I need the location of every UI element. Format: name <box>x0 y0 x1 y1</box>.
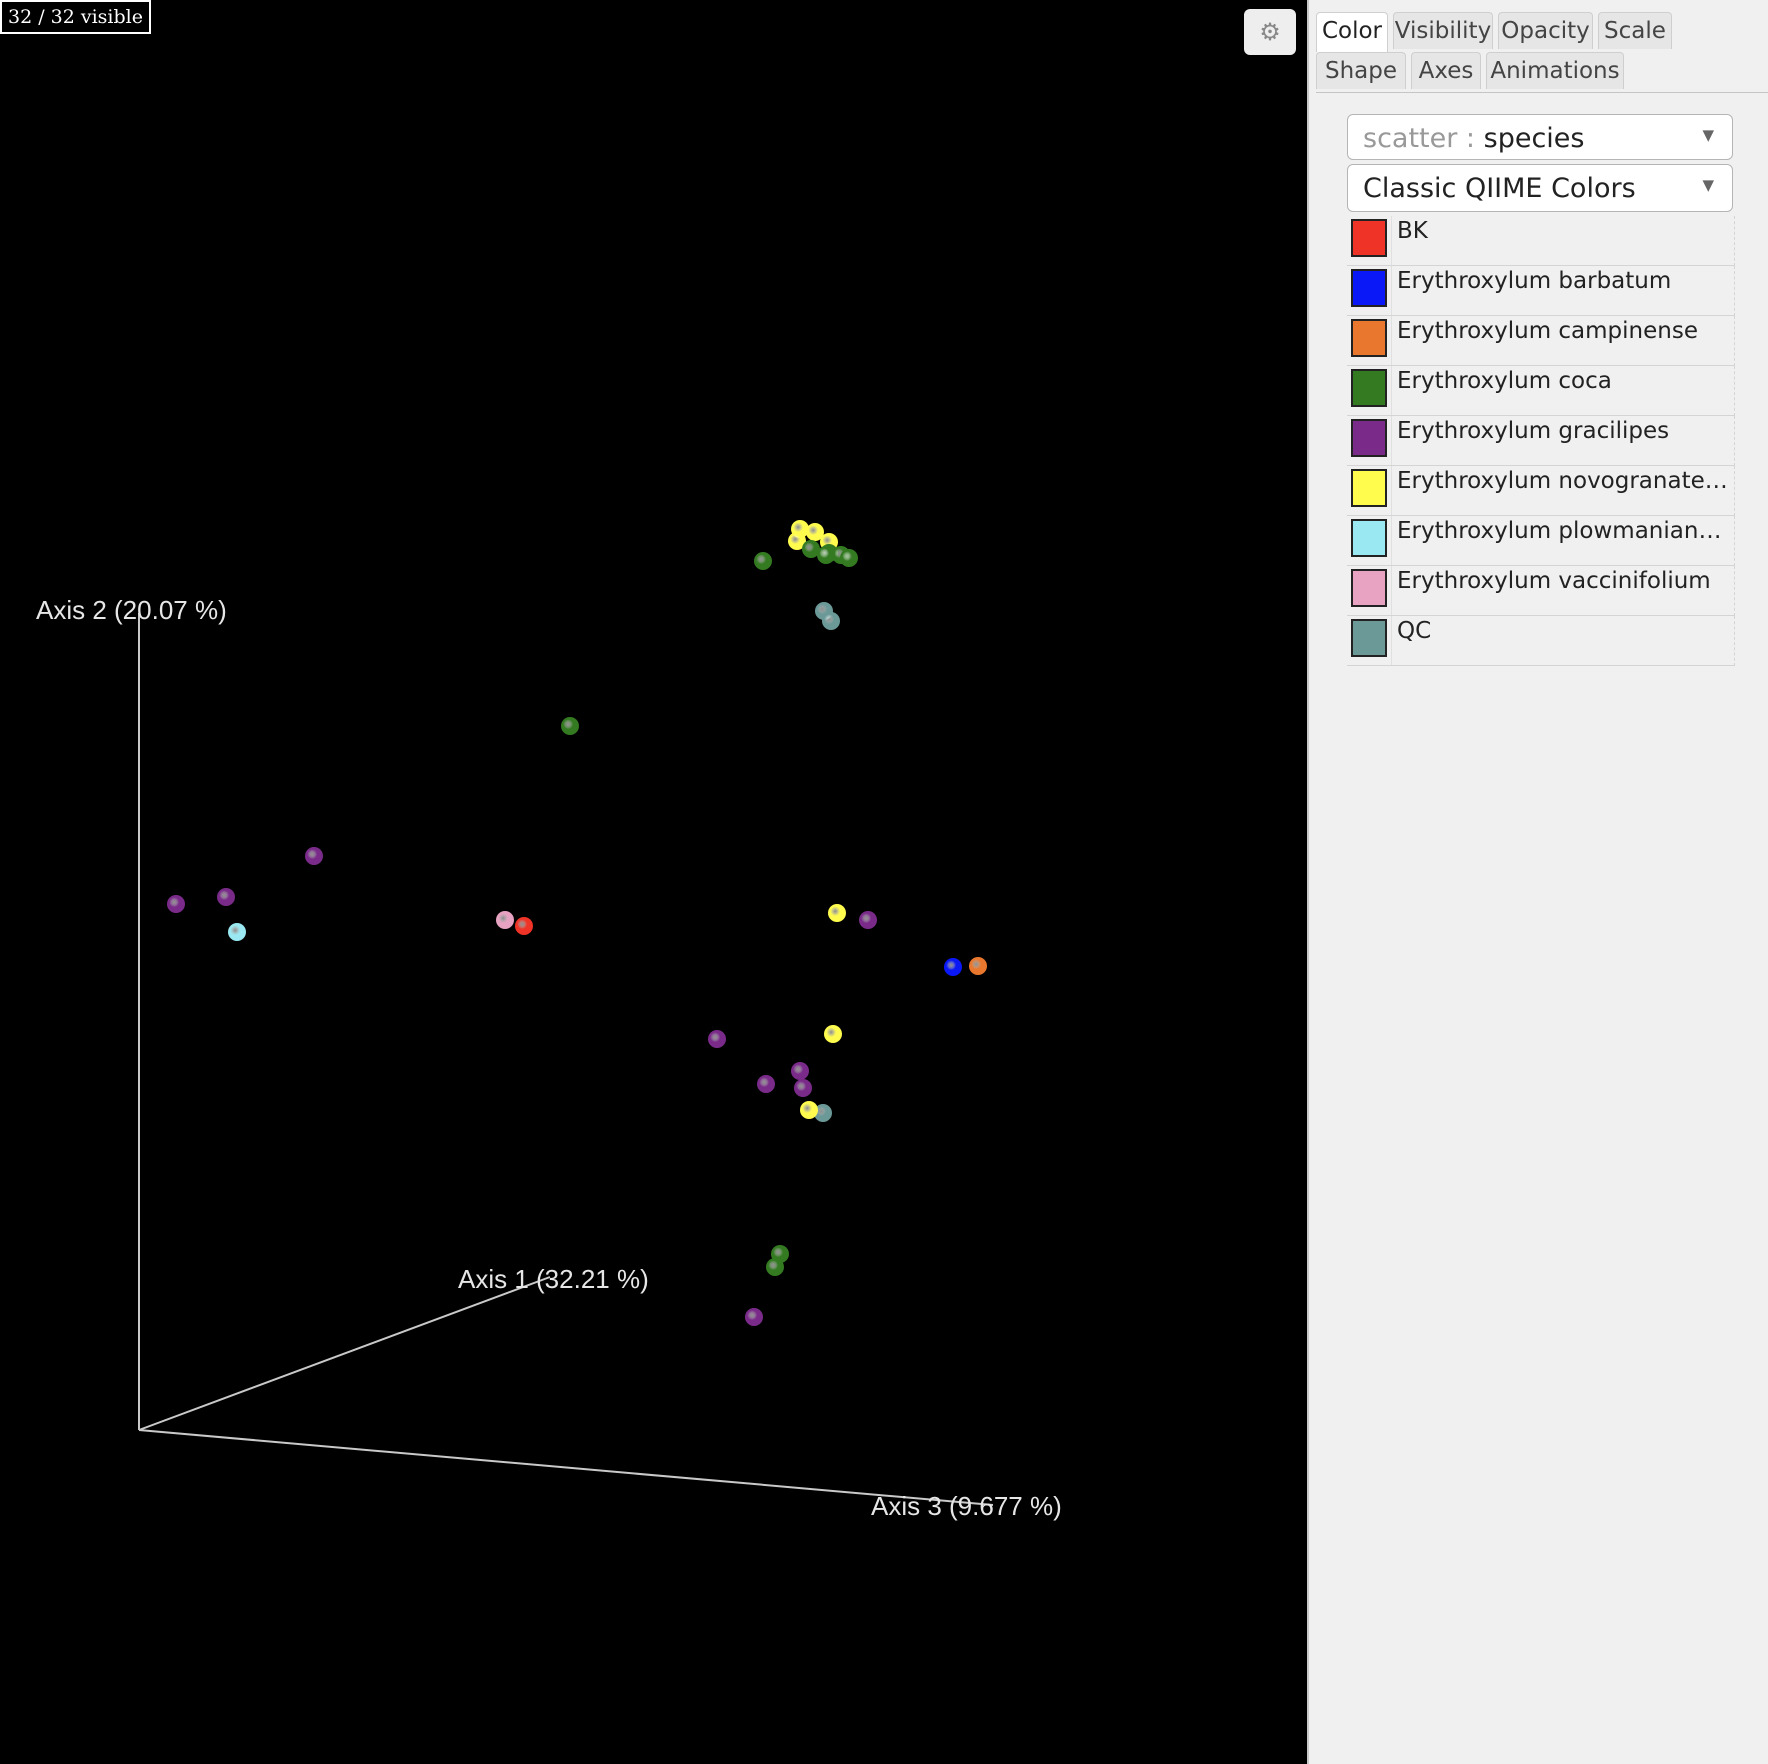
legend-item: Erythroxylum barbatum <box>1347 266 1735 316</box>
legend-label: Erythroxylum gracilipes <box>1397 418 1670 444</box>
colormap-select-value: Classic QIIME Colors <box>1363 173 1636 204</box>
legend-separator <box>1391 216 1392 265</box>
sample-point[interactable] <box>766 1258 784 1276</box>
sample-point[interactable] <box>228 923 246 941</box>
tab-shape[interactable]: Shape <box>1316 52 1406 89</box>
sample-point[interactable] <box>496 911 514 929</box>
sample-point[interactable] <box>754 552 772 570</box>
gear-icon: ⚙ <box>1259 18 1281 46</box>
tab-visibility[interactable]: Visibility <box>1393 12 1493 49</box>
sample-point[interactable] <box>840 549 858 567</box>
legend-item: Erythroxylum vaccinifolium <box>1347 566 1735 616</box>
legend-label: Erythroxylum campinense <box>1397 318 1698 344</box>
axis-label-1: Axis 1 (32.21 %) <box>458 1264 649 1294</box>
sample-point[interactable] <box>708 1030 726 1048</box>
legend-item: QC <box>1347 616 1735 666</box>
legend-separator <box>1391 266 1392 315</box>
color-swatch[interactable] <box>1351 269 1387 307</box>
legend-label: Erythroxylum vaccinifolium <box>1397 568 1711 594</box>
tab-opacity[interactable]: Opacity <box>1498 12 1593 49</box>
legend-item: Erythroxylum novogranaten... <box>1347 466 1735 516</box>
legend-item: BK <box>1347 216 1735 266</box>
legend-item: Erythroxylum gracilipes <box>1347 416 1735 466</box>
sample-points[interactable] <box>167 520 987 1326</box>
sample-point[interactable] <box>822 612 840 630</box>
axis-label-2: Axis 2 (20.07 %) <box>36 595 227 625</box>
tab-axes[interactable]: Axes <box>1411 52 1481 89</box>
legend-label: Erythroxylum novogranaten... <box>1397 468 1732 494</box>
axis-label-3: Axis 3 (9.677 %) <box>871 1491 1062 1521</box>
sample-point[interactable] <box>305 847 323 865</box>
axis-labels: Axis 1 (32.21 %) Axis 2 (20.07 %) Axis 3 (… <box>36 595 1062 1521</box>
color-swatch[interactable] <box>1351 219 1387 257</box>
legend-separator <box>1391 566 1392 615</box>
legend-label: QC <box>1397 618 1432 644</box>
sample-point[interactable] <box>800 1101 818 1119</box>
color-swatch[interactable] <box>1351 469 1387 507</box>
color-swatch[interactable] <box>1351 319 1387 357</box>
legend-item: Erythroxylum plowmanianum <box>1347 516 1735 566</box>
axis-line-1 <box>138 1276 551 1431</box>
side-panel: Color Visibility Opacity Scale Shape Axes Anim… <box>1309 0 1768 1764</box>
tab-bar: Color Visibility Opacity Scale Shape Axes Anim… <box>1316 6 1768 93</box>
sample-point[interactable] <box>794 1079 812 1097</box>
sample-point[interactable] <box>788 532 806 550</box>
category-select-value: species <box>1483 123 1585 154</box>
color-swatch[interactable] <box>1351 619 1387 657</box>
sample-point[interactable] <box>802 540 820 558</box>
sample-point[interactable] <box>217 888 235 906</box>
sample-point[interactable] <box>828 904 846 922</box>
legend-separator <box>1391 316 1392 365</box>
settings-button[interactable]: ⚙ <box>1244 9 1296 55</box>
category-select-prefix: scatter : <box>1363 123 1476 154</box>
legend-label: Erythroxylum coca <box>1397 368 1612 394</box>
axes-lines <box>138 613 994 1506</box>
sample-point[interactable] <box>806 523 824 541</box>
tab-scale[interactable]: Scale <box>1598 12 1672 49</box>
panel-divider[interactable] <box>1307 0 1309 1764</box>
legend-separator <box>1391 466 1392 515</box>
legend-separator <box>1391 516 1392 565</box>
sample-point[interactable] <box>944 958 962 976</box>
sample-point[interactable] <box>757 1075 775 1093</box>
chevron-down-icon: ▼ <box>1702 126 1714 144</box>
color-legend: BK Erythroxylum barbatum Erythroxylum camp… <box>1347 216 1735 666</box>
color-swatch[interactable] <box>1351 369 1387 407</box>
visible-count-label: 32 / 32 visible <box>0 0 151 34</box>
axis-line-3 <box>138 1429 994 1506</box>
sample-point[interactable] <box>824 1025 842 1043</box>
sample-point[interactable] <box>817 546 835 564</box>
scatter-3d-plot[interactable]: Axis 1 (32.21 %) Axis 2 (20.07 %) Axis 3 (… <box>0 0 1307 1764</box>
legend-item: Erythroxylum campinense <box>1347 316 1735 366</box>
sample-point[interactable] <box>167 895 185 913</box>
sample-point[interactable] <box>859 911 877 929</box>
sample-point[interactable] <box>515 917 533 935</box>
sample-point[interactable] <box>561 717 579 735</box>
legend-item: Erythroxylum coca <box>1347 366 1735 416</box>
tab-animations[interactable]: Animations <box>1486 52 1624 89</box>
legend-separator <box>1391 616 1392 665</box>
color-swatch[interactable] <box>1351 519 1387 557</box>
legend-label: Erythroxylum barbatum <box>1397 268 1672 294</box>
sample-point[interactable] <box>969 957 987 975</box>
legend-label: Erythroxylum plowmanianum <box>1397 518 1732 544</box>
plot-viewer[interactable]: Axis 1 (32.21 %) Axis 2 (20.07 %) Axis 3 (… <box>0 0 1307 1764</box>
legend-separator <box>1391 366 1392 415</box>
sample-point[interactable] <box>745 1308 763 1326</box>
colormap-select[interactable]: Classic QIIME Colors ▼ <box>1347 164 1733 212</box>
tab-color[interactable]: Color <box>1316 12 1388 52</box>
color-swatch[interactable] <box>1351 419 1387 457</box>
legend-separator <box>1391 416 1392 465</box>
sample-point[interactable] <box>814 1104 832 1122</box>
category-select[interactable]: scatter : species ▼ <box>1347 114 1733 160</box>
legend-label: BK <box>1397 218 1428 244</box>
chevron-down-icon: ▼ <box>1702 176 1714 194</box>
sample-point[interactable] <box>791 1062 809 1080</box>
color-swatch[interactable] <box>1351 569 1387 607</box>
